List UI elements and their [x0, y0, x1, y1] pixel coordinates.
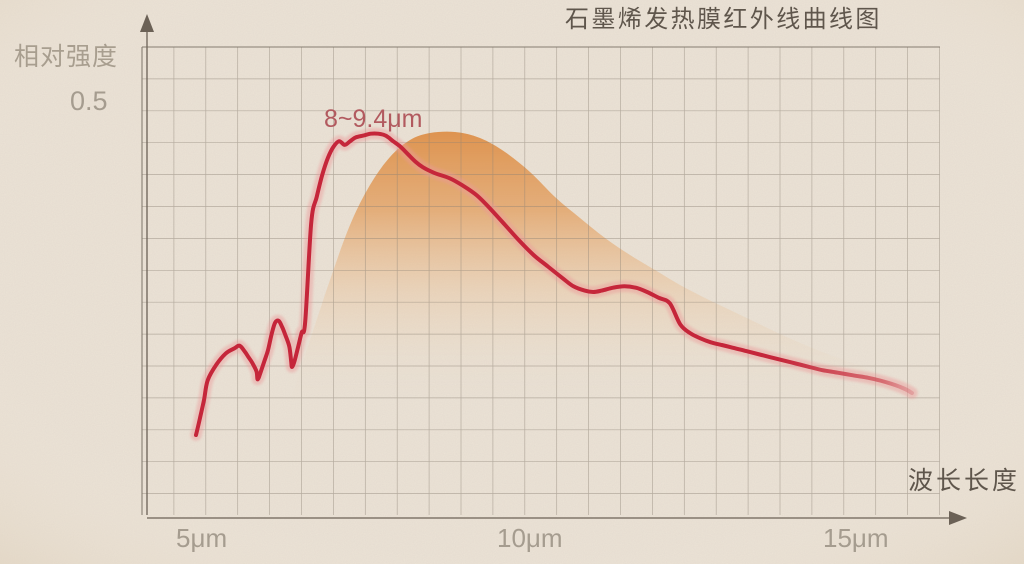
svg-text:石墨烯发热膜红外线曲线图: 石墨烯发热膜红外线曲线图 [565, 6, 882, 33]
svg-text:10μm: 10μm [497, 523, 563, 553]
svg-text:15μm: 15μm [823, 523, 889, 553]
svg-text:5μm: 5μm [176, 523, 227, 553]
svg-text:0.5: 0.5 [70, 86, 108, 116]
svg-text:波长长度: 波长长度 [908, 467, 1020, 495]
svg-text:8~9.4μm: 8~9.4μm [324, 105, 423, 133]
svg-text:相对强度: 相对强度 [14, 43, 118, 71]
